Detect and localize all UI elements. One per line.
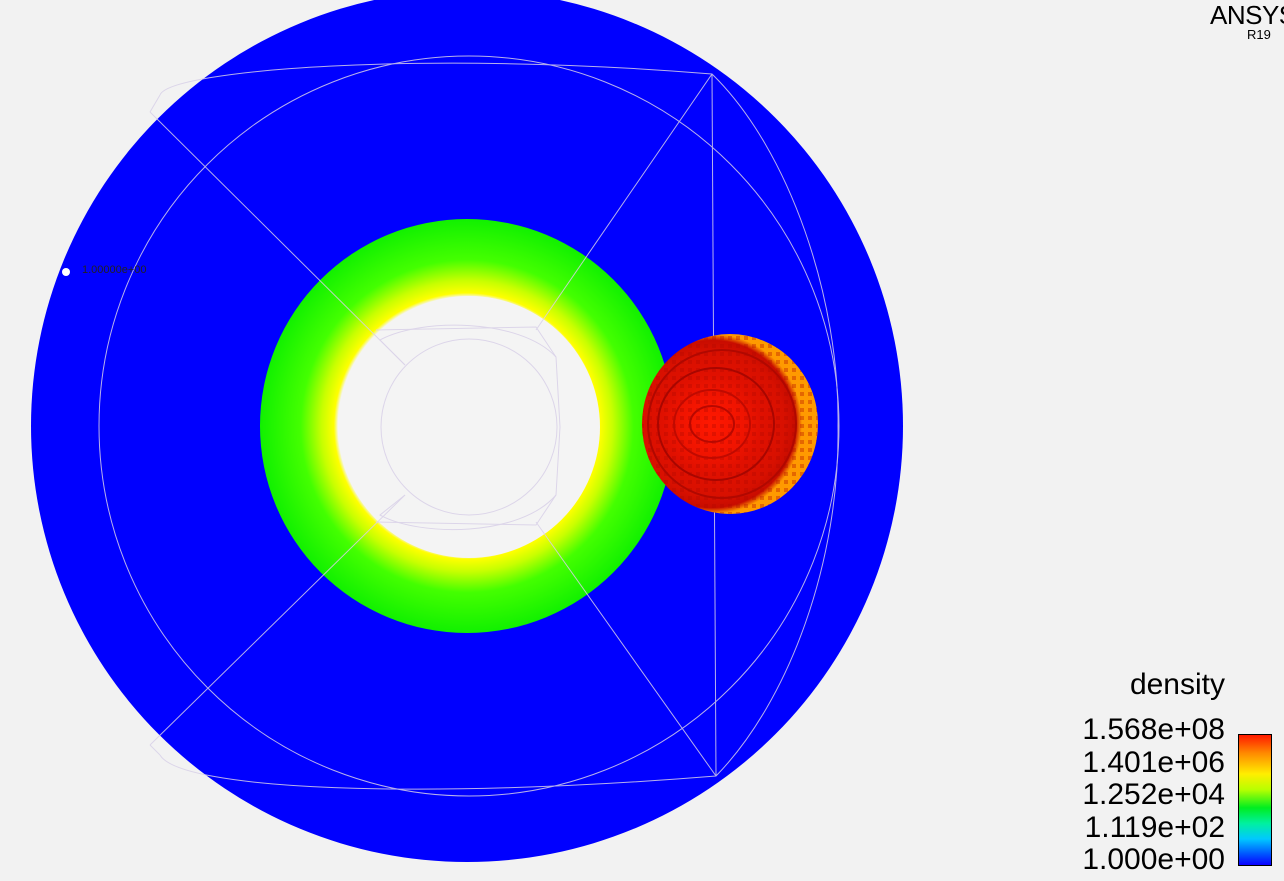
legend-label-2: 1.401e+06 <box>1082 745 1225 779</box>
legend-label-max: 1.568e+08 <box>1082 713 1225 746</box>
legend-title: density <box>1129 668 1225 701</box>
probe-point[interactable] <box>62 268 70 276</box>
legend-label-min: 1.000e+00 <box>1082 843 1225 876</box>
legend-labels: 1.568e+08 1.401e+06 1.252e+04 1.119e+02 … <box>1040 713 1225 877</box>
brand-logo: ANSYS R19 <box>1194 0 1284 50</box>
legend-label-4: 1.119e+02 <box>1084 810 1225 844</box>
inner-void <box>338 296 600 558</box>
legend-colorbar <box>1238 734 1272 866</box>
brand-name: ANSYS <box>1210 0 1284 30</box>
probe-value-label: 1.00000e+00 <box>82 264 147 276</box>
particle-blob <box>642 334 818 514</box>
legend-label-3: 1.252e+04 <box>1082 778 1225 811</box>
mesh-outline <box>98 55 840 797</box>
brand-version: R19 <box>1247 27 1271 42</box>
